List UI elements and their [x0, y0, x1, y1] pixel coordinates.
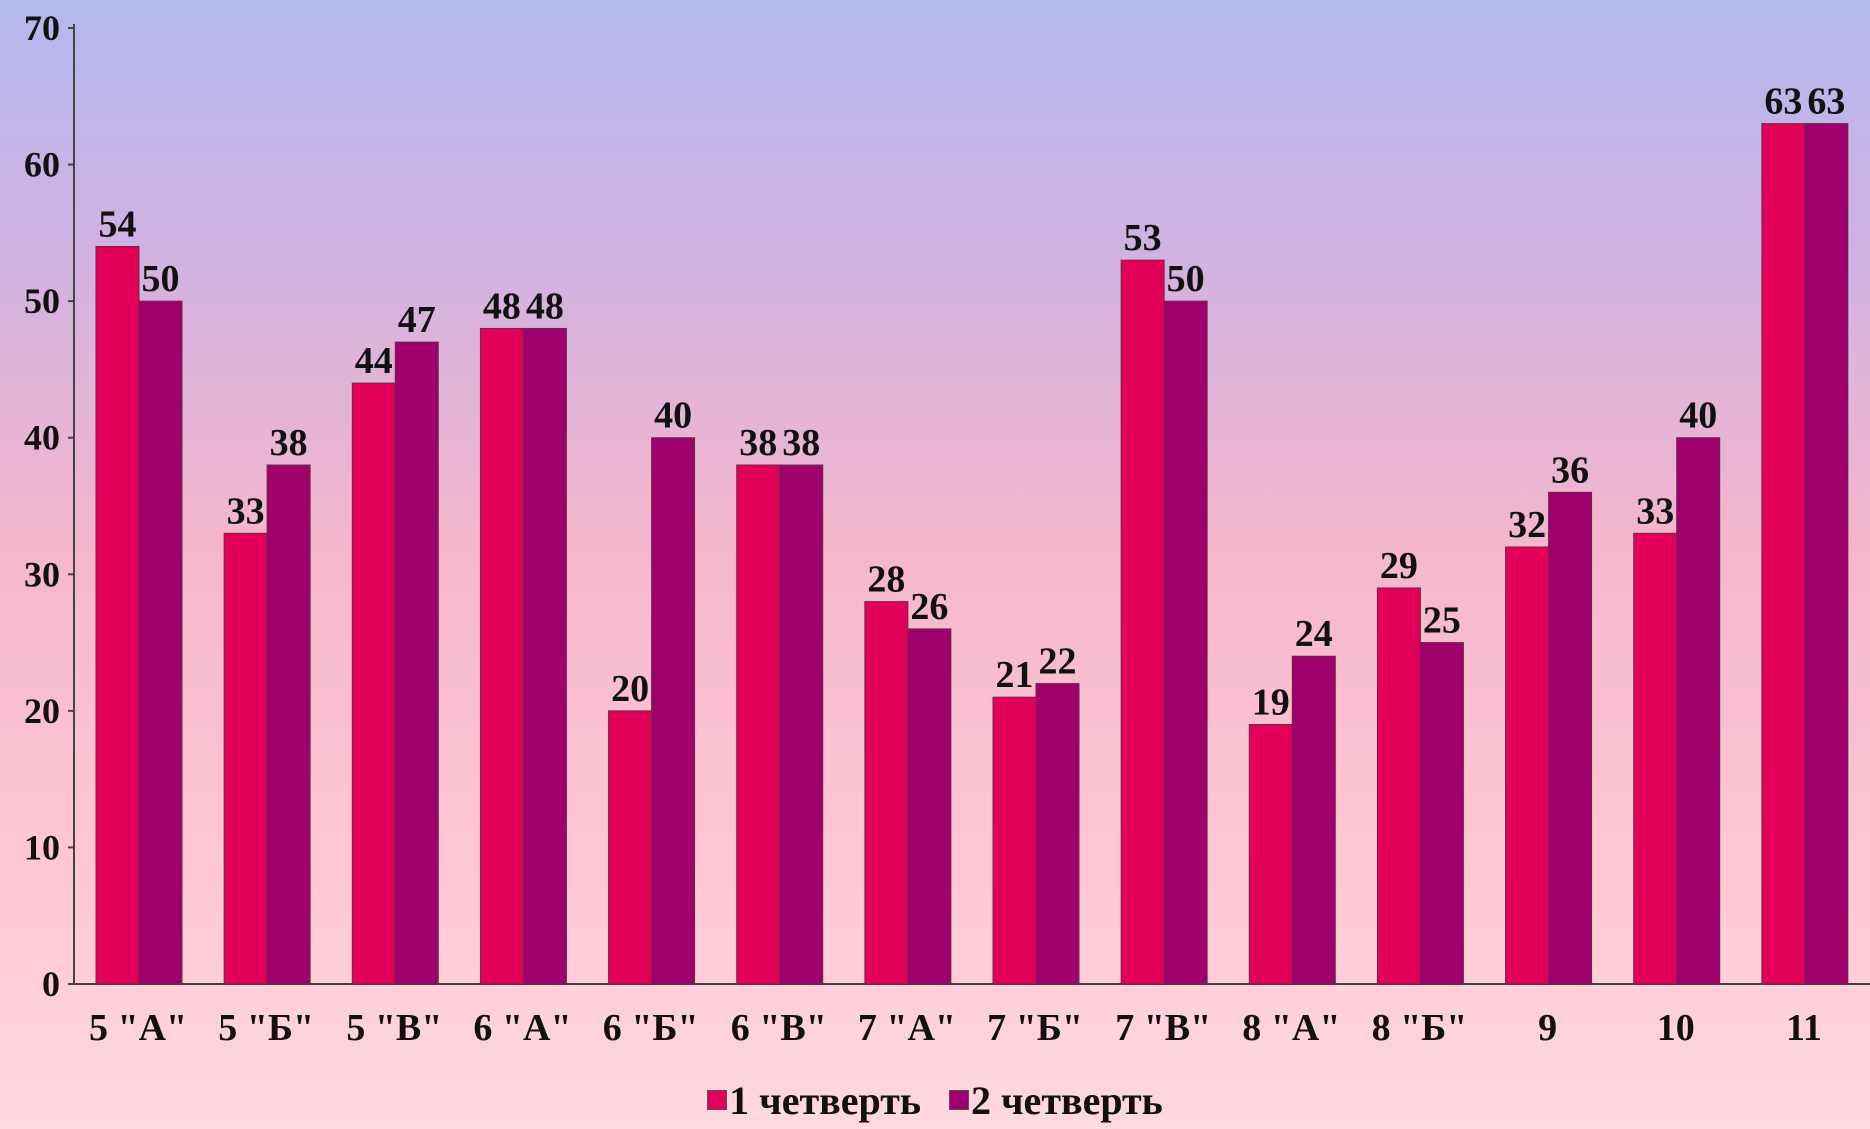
x-tick-label: 5 "А" [89, 1007, 187, 1049]
data-label-series-1: 53 [1124, 217, 1162, 259]
bar-series-2 [907, 628, 952, 985]
bar-series-1 [95, 246, 140, 985]
x-tick-label: 5 "В" [346, 1007, 442, 1049]
data-label-series-2: 38 [782, 422, 820, 464]
data-label-series-2: 48 [526, 285, 564, 327]
data-label-series-1: 33 [1636, 490, 1674, 532]
bar-series-1 [223, 532, 268, 985]
x-tick-label: 6 "В" [731, 1007, 827, 1049]
data-label-series-2: 50 [1167, 258, 1205, 300]
bar-series-1 [864, 601, 909, 985]
data-label-series-1: 32 [1508, 504, 1546, 546]
data-label-series-1: 63 [1764, 81, 1802, 123]
y-tick-label: 60 [24, 145, 60, 185]
bar-series-1 [1633, 532, 1678, 985]
legend-label-series-2: 2 четверть [971, 1077, 1163, 1123]
bar-series-2 [1035, 683, 1080, 985]
bar-series-1 [479, 327, 524, 985]
data-label-series-1: 20 [611, 668, 649, 710]
bar-series-2 [1548, 491, 1593, 985]
data-label-series-1: 29 [1380, 545, 1418, 587]
data-label-series-1: 54 [99, 204, 137, 246]
bar-series-2 [1163, 300, 1208, 985]
data-label-series-2: 40 [1679, 395, 1717, 437]
data-label-series-1: 44 [355, 340, 393, 382]
legend-swatch-series-2 [949, 1090, 969, 1110]
bar-series-2 [779, 464, 824, 985]
data-label-series-1: 48 [483, 285, 521, 327]
x-tick-label: 6 "Б" [603, 1007, 699, 1049]
x-tick-label: 11 [1786, 1007, 1822, 1049]
bar-series-1 [992, 696, 1037, 985]
data-label-series-2: 63 [1807, 81, 1845, 123]
legend-item-series-1: 1 четверть [707, 1077, 921, 1124]
y-tick-label: 40 [24, 418, 60, 458]
data-label-series-2: 50 [142, 258, 180, 300]
legend-item-series-2: 2 четверть [949, 1077, 1163, 1124]
data-label-series-1: 33 [227, 490, 265, 532]
bar-series-1 [1376, 587, 1421, 985]
data-label-series-1: 38 [739, 422, 777, 464]
x-tick-label: 7 "А" [858, 1007, 956, 1049]
y-tick-label: 50 [24, 281, 60, 321]
bar-series-2 [394, 341, 439, 985]
bar-series-1 [1505, 546, 1550, 985]
legend-label-series-1: 1 четверть [729, 1077, 921, 1123]
legend: 1 четверть 2 четверть [0, 1077, 1870, 1124]
x-tick-label: 5 "Б" [218, 1007, 314, 1049]
bar-series-1 [351, 382, 396, 985]
bar-series-2 [266, 464, 311, 985]
y-tick-label: 30 [24, 554, 60, 594]
bar-series-2 [1804, 123, 1849, 985]
x-tick-label: 7 "Б" [987, 1007, 1083, 1049]
x-tick-label: 7 "В" [1115, 1007, 1211, 1049]
x-tick-label: 8 "А" [1242, 1007, 1340, 1049]
data-label-series-2: 38 [270, 422, 308, 464]
data-label-series-2: 26 [910, 586, 948, 628]
y-tick-label: 70 [24, 8, 60, 48]
legend-swatch-series-1 [707, 1090, 728, 1110]
data-label-series-2: 24 [1295, 613, 1333, 655]
bar-series-2 [651, 437, 696, 985]
data-label-series-2: 47 [398, 299, 436, 341]
x-tick-label: 8 "Б" [1372, 1007, 1468, 1049]
bar-series-2 [1419, 642, 1464, 985]
bar-series-1 [1120, 259, 1165, 985]
bar-series-2 [138, 300, 183, 985]
bar-series-2 [522, 327, 567, 985]
x-tick-label: 9 [1538, 1007, 1557, 1049]
bar-series-1 [1761, 123, 1806, 985]
data-label-series-2: 25 [1423, 600, 1461, 642]
bar-series-1 [608, 710, 653, 985]
data-label-series-1: 21 [996, 654, 1034, 696]
data-label-series-2: 36 [1551, 449, 1589, 491]
bar-series-1 [736, 464, 781, 985]
y-tick-label: 20 [24, 691, 60, 731]
x-tick-label: 10 [1657, 1007, 1695, 1049]
y-tick-label: 10 [24, 827, 60, 867]
data-label-series-2: 40 [654, 395, 692, 437]
data-label-series-1: 28 [867, 559, 905, 601]
bar-series-2 [1676, 437, 1721, 985]
y-tick-label: 0 [42, 964, 60, 1004]
bar-series-1 [1248, 724, 1293, 985]
data-label-series-2: 22 [1039, 641, 1077, 683]
x-tick-label: 6 "А" [473, 1007, 571, 1049]
data-label-series-1: 19 [1252, 682, 1290, 724]
bar-series-2 [1291, 655, 1336, 985]
